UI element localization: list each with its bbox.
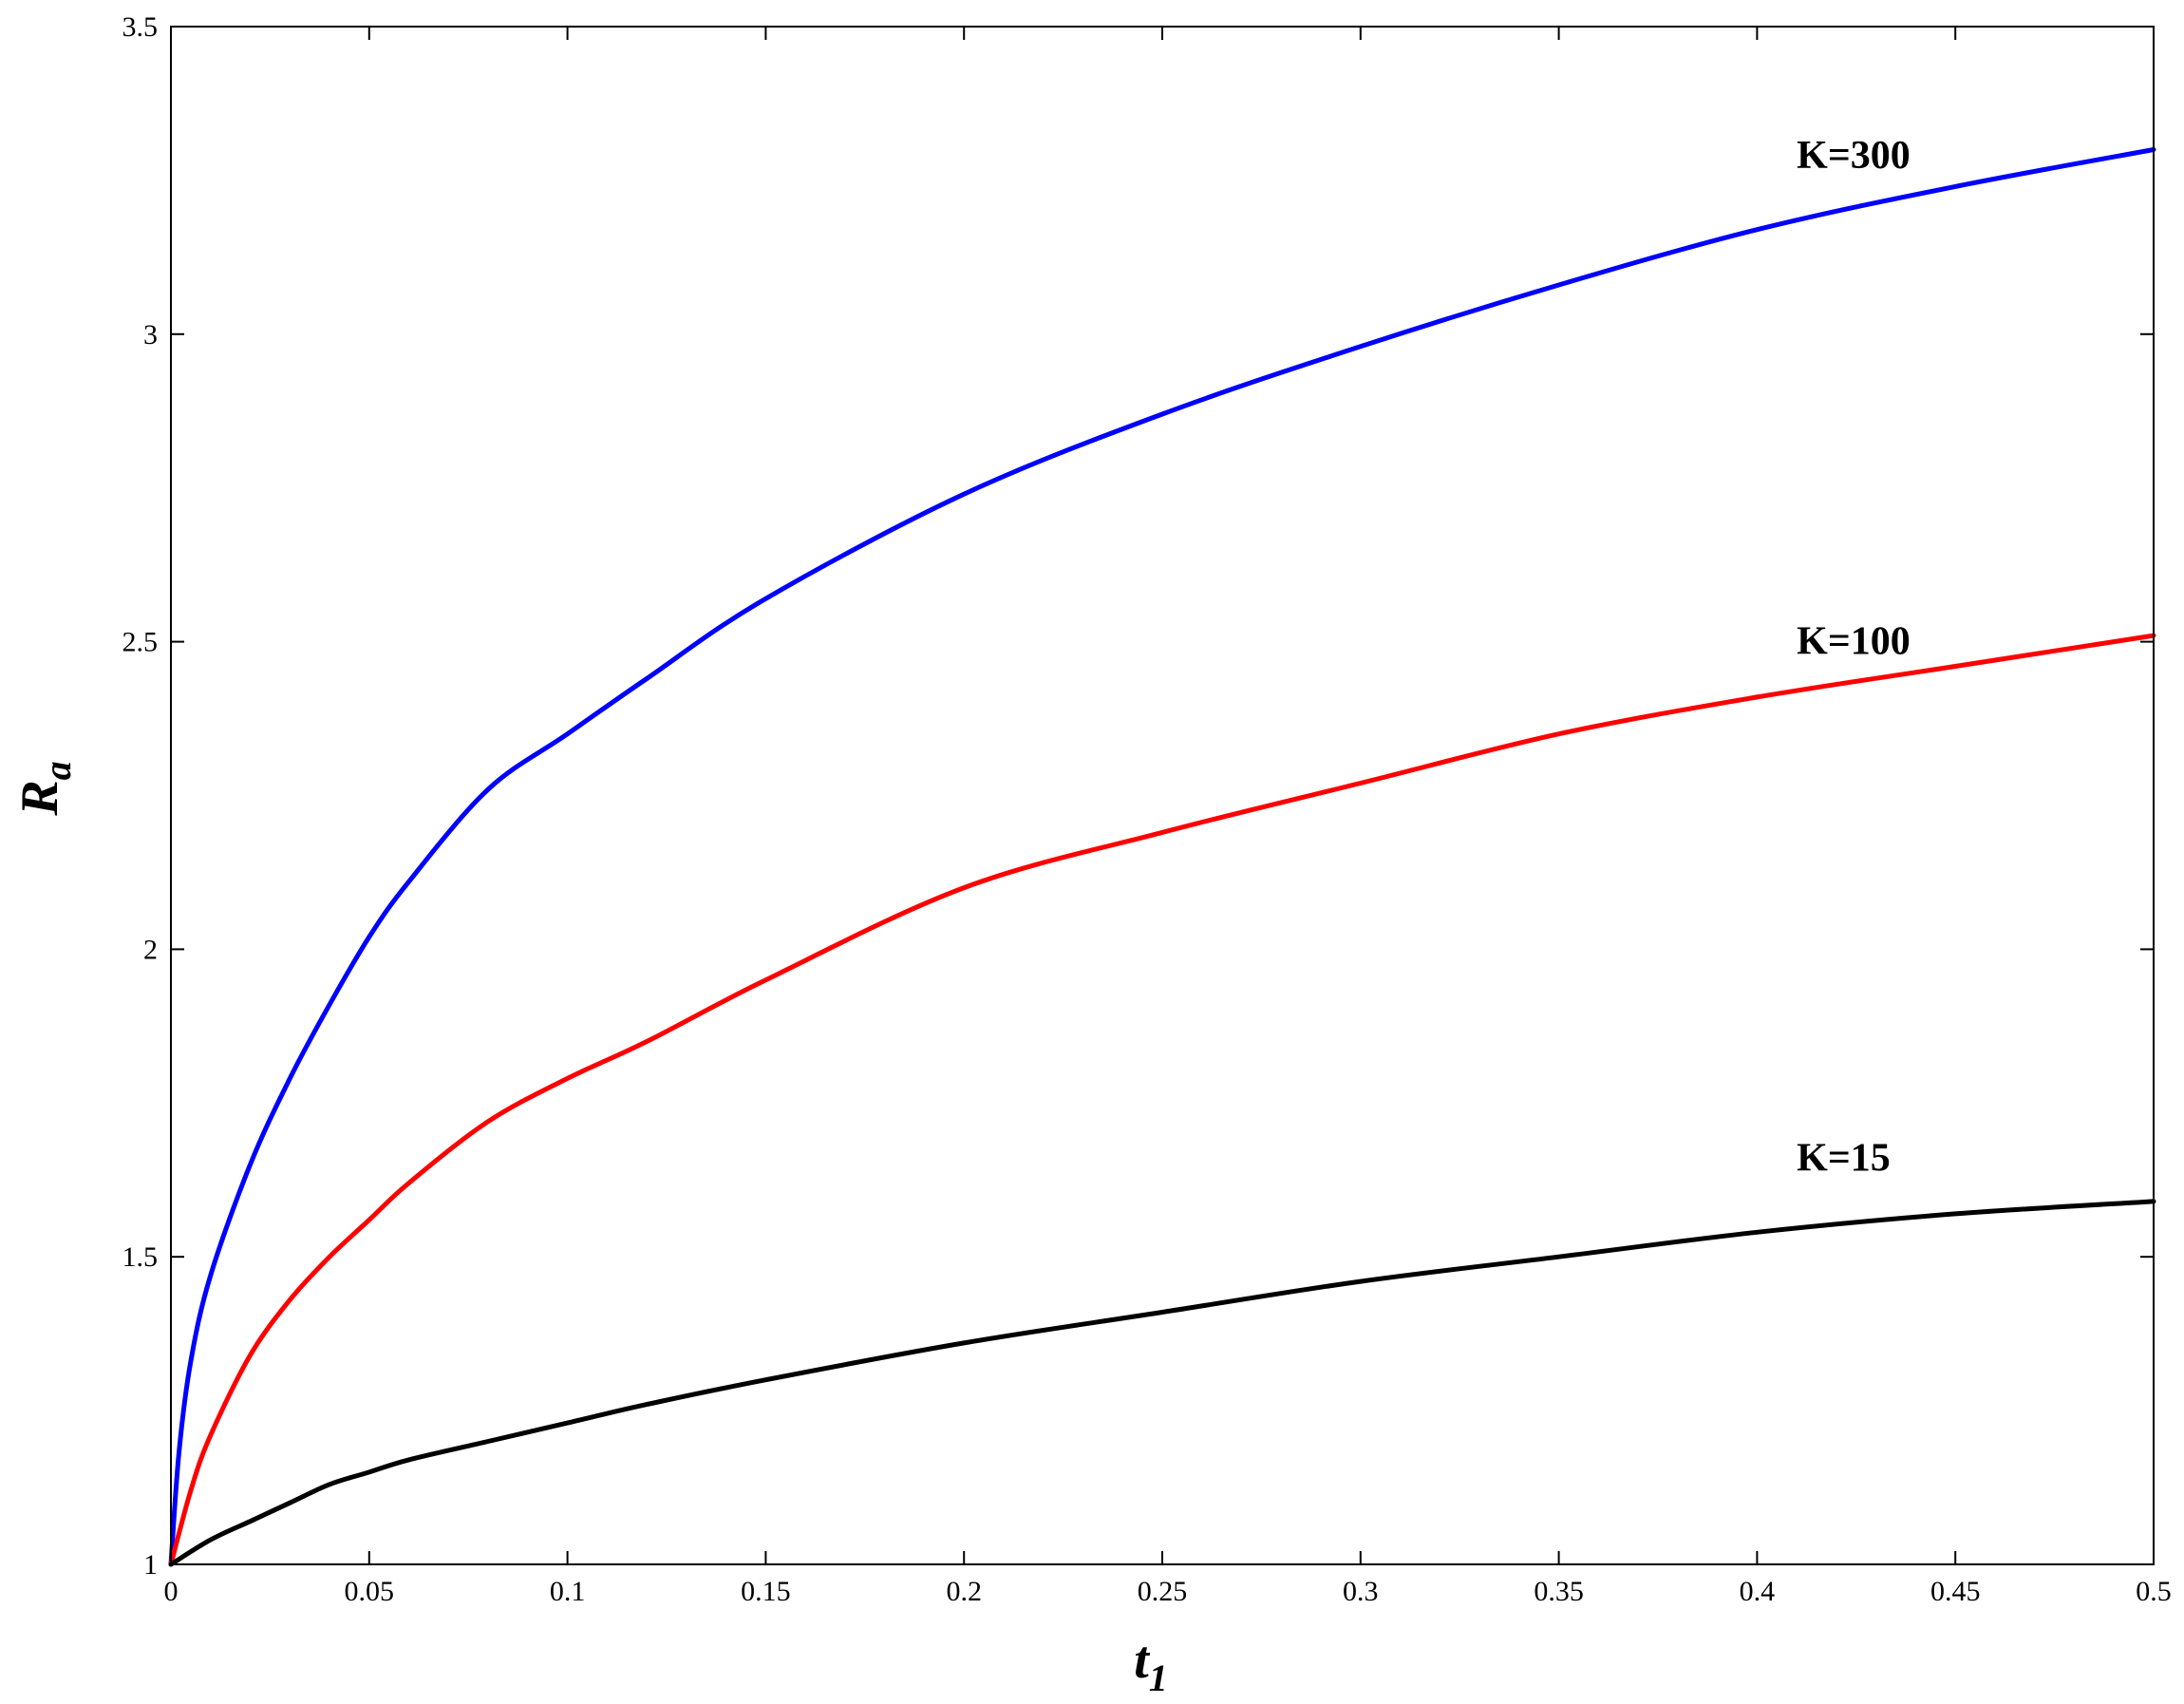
x-axis-label: t	[1134, 1631, 1150, 1690]
x-axis-label-subscript: 1	[1149, 1657, 1168, 1699]
x-tick-label: 0.1	[550, 1576, 586, 1607]
y-tick-label: 2.5	[122, 627, 159, 658]
y-tick-label: 2	[143, 934, 158, 965]
x-tick-label: 0.3	[1343, 1576, 1379, 1607]
series-layer	[168, 147, 2156, 1567]
x-axis-title: t1	[1134, 1631, 1168, 1699]
y-axis-label-subscript: a	[36, 761, 79, 780]
plot-frame	[170, 26, 2155, 1565]
x-tick-label: 0.2	[946, 1576, 982, 1607]
y-axis-title: Ra	[10, 761, 79, 816]
y-tick-label: 1.5	[122, 1241, 159, 1273]
x-tick-label: 0.45	[1930, 1576, 1981, 1607]
series-line-k-300	[168, 147, 2156, 1567]
curve-label-k-15: K=15	[1797, 1137, 1891, 1181]
annotation-layer: K=300 K=100 K=15	[1797, 134, 1911, 1181]
tick-labels-layer: 0 0.05 0.1 0.15 0.2 0.25 0.3 0.35 0.4 0.45 0.5 1 1.5…	[122, 11, 2172, 1607]
x-tick-label: 0.05	[345, 1576, 395, 1607]
curve-label-k-300: K=300	[1797, 134, 1911, 178]
series-line-k-100	[168, 633, 2156, 1567]
x-tick-label: 0.15	[741, 1576, 791, 1607]
y-tick-label: 1	[143, 1549, 158, 1581]
x-tick-label: 0.4	[1740, 1576, 1776, 1607]
x-tick-label: 0	[164, 1576, 179, 1607]
curve-label-k-100: K=100	[1797, 620, 1911, 664]
y-tick-label: 3	[143, 319, 158, 350]
y-tick-label: 3.5	[122, 11, 159, 43]
x-tick-label: 0.25	[1138, 1576, 1188, 1607]
y-axis-label: R	[10, 780, 69, 816]
x-tick-label: 0.5	[2136, 1576, 2172, 1607]
x-tick-label: 0.35	[1534, 1576, 1584, 1607]
series-line-k-15	[168, 1199, 2156, 1567]
ticks-layer	[170, 26, 2155, 1565]
